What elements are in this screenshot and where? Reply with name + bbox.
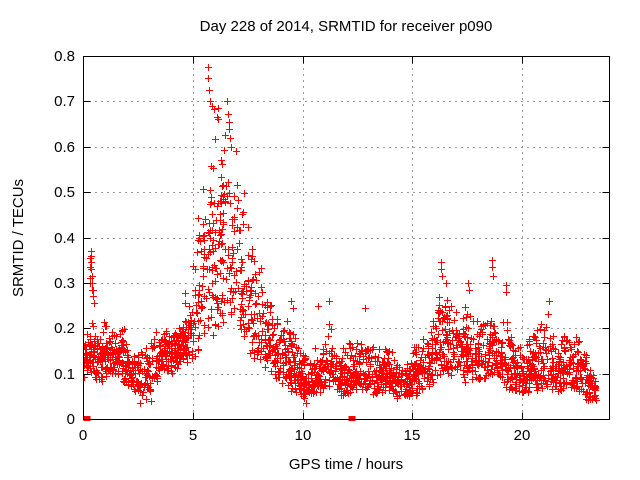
axis-ticks	[83, 56, 610, 420]
data-points	[83, 64, 600, 421]
y-tick-label: 0.3	[54, 275, 75, 292]
y-tick-labels: 0 0.1 0.2 0.3 0.4 0.5 0.6 0.7 0.8	[54, 48, 75, 428]
y-tick-label: 0.8	[54, 48, 75, 65]
y-tick-label: 0	[67, 411, 75, 428]
y-tick-label: 0.5	[54, 184, 75, 201]
x-tick-label: 5	[189, 427, 197, 444]
x-tick-label: 0	[79, 427, 87, 444]
x-tick-label: 15	[404, 427, 421, 444]
y-tick-label: 0.2	[54, 320, 75, 337]
gridlines	[83, 56, 610, 419]
y-tick-label: 0.7	[54, 93, 75, 110]
y-axis-label: SRMTID / TECUs	[10, 179, 27, 297]
y-tick-label: 0.6	[54, 139, 75, 156]
x-axis-label: GPS time / hours	[289, 456, 403, 473]
scatter-plus-markers	[83, 64, 600, 407]
chart-title: Day 228 of 2014, SRMTID for receiver p09…	[200, 18, 493, 35]
y-tick-label: 0.4	[54, 230, 75, 247]
zero-square-marker	[348, 416, 356, 421]
x-tick-label: 20	[514, 427, 531, 444]
y-tick-label: 0.1	[54, 366, 75, 383]
x-tick-labels: 0 5 10 15 20	[79, 427, 531, 444]
x-tick-label: 10	[295, 427, 312, 444]
zero-square-marker	[83, 416, 91, 421]
